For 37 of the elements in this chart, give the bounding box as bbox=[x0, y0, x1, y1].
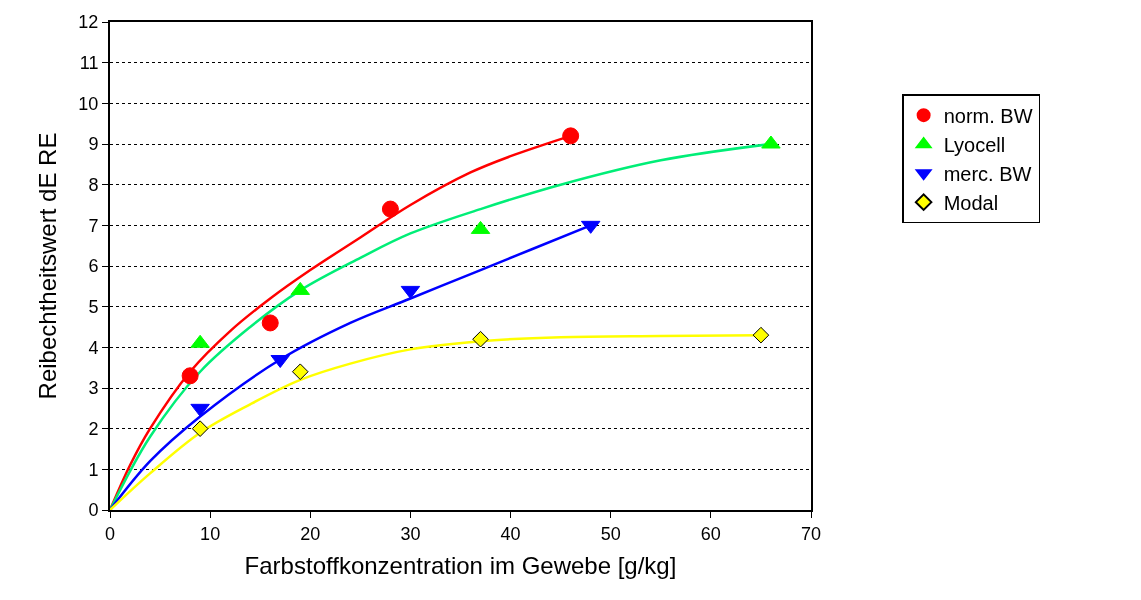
point bbox=[472, 330, 489, 348]
y-tick-label: 7 bbox=[88, 215, 99, 236]
point bbox=[752, 326, 770, 344]
y-tick-label: 10 bbox=[78, 93, 99, 114]
y-tick-label: 2 bbox=[88, 418, 99, 439]
x-tick-label: 60 bbox=[700, 523, 721, 544]
y-tick-label: 9 bbox=[88, 134, 99, 155]
y-tick-label: 0 bbox=[88, 500, 99, 521]
x-tick-label: 0 bbox=[104, 523, 116, 544]
x-tick-label: 30 bbox=[400, 523, 421, 544]
y-tick-label: 12 bbox=[78, 12, 99, 33]
x-tick-label: 50 bbox=[600, 523, 621, 544]
y-tick-label: 3 bbox=[88, 378, 99, 399]
legend-label: merc. BW bbox=[943, 162, 1032, 185]
point bbox=[381, 200, 399, 218]
y-tick-label: 8 bbox=[88, 174, 99, 195]
point bbox=[291, 363, 309, 381]
y-tick-label: 1 bbox=[88, 459, 99, 480]
point bbox=[261, 314, 279, 332]
point bbox=[562, 127, 580, 145]
x-axis-title: Farbstoffkonzentration im Gewebe [g/kg] bbox=[244, 552, 677, 580]
y-tick-label: 4 bbox=[88, 337, 99, 358]
y-tick-label: 5 bbox=[88, 296, 99, 317]
point bbox=[181, 367, 199, 385]
y-tick-label: 11 bbox=[79, 52, 99, 73]
legend-label: Modal bbox=[943, 191, 999, 214]
x-tick-label: 10 bbox=[200, 523, 221, 544]
x-tick-label: 40 bbox=[500, 523, 521, 544]
x-tick-label: 20 bbox=[300, 523, 321, 544]
legend-label: norm. BW bbox=[943, 104, 1033, 127]
legend-label: Lyocell bbox=[943, 133, 1006, 156]
point bbox=[191, 420, 209, 437]
point bbox=[761, 135, 781, 149]
y-tick-label: 6 bbox=[88, 256, 99, 277]
point bbox=[190, 403, 210, 417]
x-tick-label: 70 bbox=[800, 523, 822, 544]
y-axis-title: Reibechtheitswert dE RE bbox=[33, 132, 61, 400]
